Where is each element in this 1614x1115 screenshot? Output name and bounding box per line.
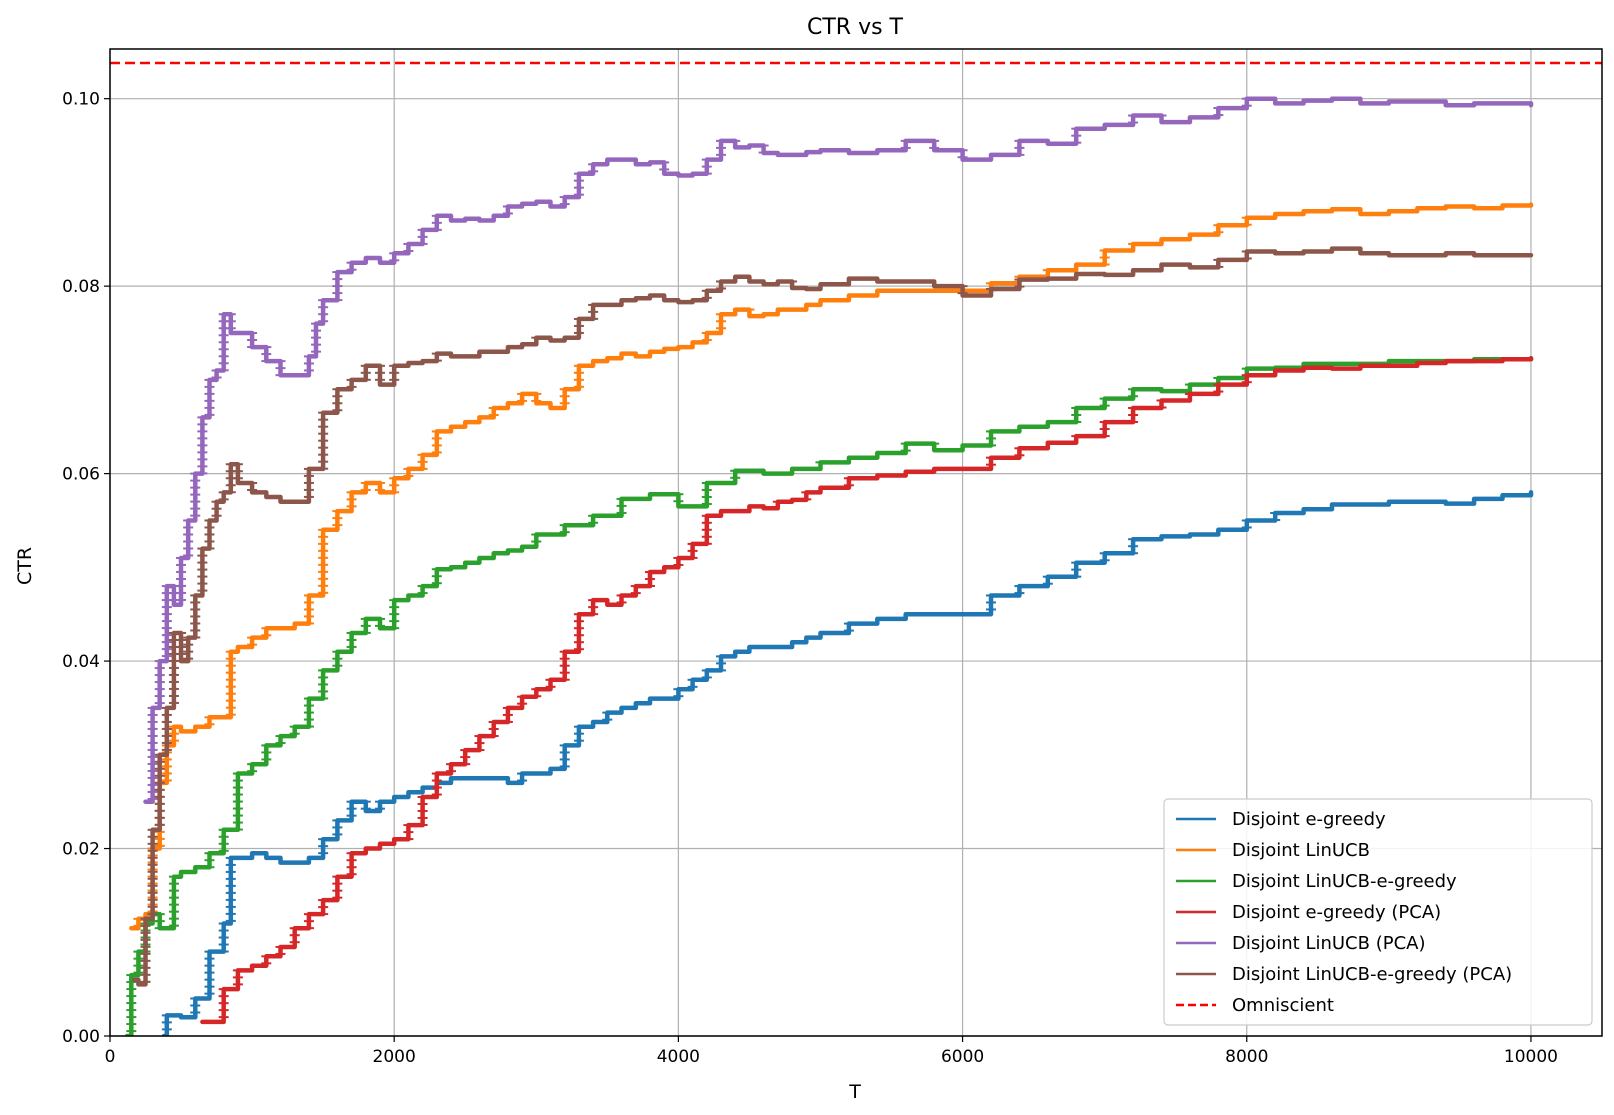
x-tick-label: 2000 [373, 1047, 416, 1067]
y-tick-label: 0.00 [62, 1027, 100, 1047]
legend-label-disjoint-e-greedy-pca: Disjoint e-greedy (PCA) [1232, 902, 1441, 923]
y-tick-label: 0.10 [62, 90, 100, 110]
legend-label-disjoint-linucb: Disjoint LinUCB [1232, 840, 1370, 861]
x-tick-label: 8000 [1225, 1047, 1268, 1067]
y-tick-label: 0.04 [62, 652, 100, 672]
y-tick-label: 0.02 [62, 840, 100, 860]
series-line-disjoint-e-greedy [161, 490, 1534, 1036]
x-tick-label: 6000 [941, 1047, 984, 1067]
plot-area-frame [109, 48, 1603, 1037]
legend-box [1163, 798, 1593, 1026]
x-tick-label: 4000 [657, 1047, 700, 1067]
series-group-disjoint-linucb-e-greedy [124, 356, 1534, 1036]
x-tick-label: 0 [105, 1047, 116, 1067]
series-group-disjoint-e-greedy-pca [200, 356, 1534, 1025]
series-group-disjoint-linucb-pca [143, 96, 1534, 804]
legend-label-disjoint-linucb-pca: Disjoint LinUCB (PCA) [1232, 933, 1425, 954]
y-tick-label: 0.06 [62, 465, 100, 485]
plot-series [110, 61, 1602, 1036]
axis-ticks: 0 2000 4000 6000 8000 10000 0.00 0.02 0.04 0.06 0.… [62, 90, 1558, 1067]
y-tick-label: 0.08 [62, 277, 100, 297]
x-tick-label: 10000 [1504, 1047, 1558, 1067]
x-axis-title: T [848, 1081, 861, 1103]
legend-label-disjoint-e-greedy: Disjoint e-greedy [1232, 809, 1386, 830]
chart-title: CTR vs T [807, 15, 904, 40]
legend: Disjoint e-greedy Disjoint LinUCB Disjoint… [1163, 798, 1593, 1026]
y-axis-title: CTR [14, 547, 36, 585]
series-group-disjoint-e-greedy [161, 490, 1534, 1036]
grid-lines [109, 49, 1602, 1037]
legend-label-disjoint-linucb-e-greedy-pca: Disjoint LinUCB-e-greedy (PCA) [1232, 964, 1512, 985]
series-line-disjoint-e-greedy-pca [200, 356, 1534, 1025]
series-group-disjoint-linucb [129, 202, 1534, 931]
legend-label-disjoint-linucb-e-greedy: Disjoint LinUCB-e-greedy [1232, 871, 1457, 892]
legend-label-omniscient: Omniscient [1232, 995, 1334, 1016]
series-group-disjoint-linucb-e-greedy-pca [131, 246, 1534, 987]
